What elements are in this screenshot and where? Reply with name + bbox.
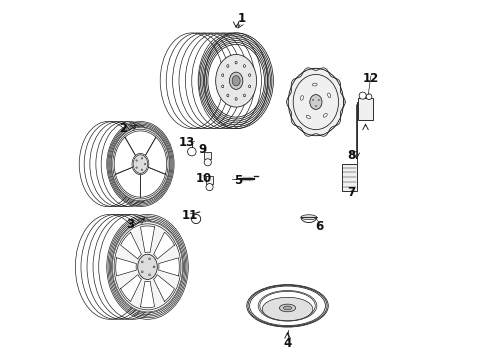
Ellipse shape	[301, 215, 317, 220]
Circle shape	[153, 266, 155, 268]
Text: 3: 3	[126, 218, 134, 231]
Polygon shape	[141, 226, 154, 252]
Ellipse shape	[313, 99, 314, 101]
Ellipse shape	[328, 93, 331, 98]
Polygon shape	[121, 232, 142, 259]
Ellipse shape	[288, 68, 343, 136]
Circle shape	[141, 169, 143, 170]
Ellipse shape	[262, 297, 313, 321]
Ellipse shape	[318, 99, 319, 101]
Polygon shape	[146, 137, 167, 174]
Text: 13: 13	[178, 136, 195, 149]
Ellipse shape	[244, 94, 245, 97]
Text: 5: 5	[234, 174, 242, 186]
Ellipse shape	[323, 113, 327, 117]
Bar	[204, 152, 211, 159]
Circle shape	[141, 261, 143, 263]
Ellipse shape	[113, 222, 183, 312]
Ellipse shape	[235, 61, 237, 64]
Polygon shape	[159, 258, 179, 276]
Ellipse shape	[227, 65, 229, 67]
Polygon shape	[141, 167, 165, 197]
Text: 10: 10	[196, 172, 212, 185]
Circle shape	[148, 274, 150, 276]
Ellipse shape	[133, 155, 148, 174]
Ellipse shape	[300, 96, 303, 100]
Ellipse shape	[112, 127, 170, 201]
Ellipse shape	[310, 95, 322, 109]
Ellipse shape	[216, 54, 257, 107]
Text: 12: 12	[363, 72, 379, 85]
Polygon shape	[116, 258, 136, 276]
Ellipse shape	[316, 105, 317, 107]
Circle shape	[366, 94, 372, 100]
Text: 7: 7	[347, 186, 355, 199]
Ellipse shape	[248, 85, 250, 88]
Ellipse shape	[244, 65, 245, 67]
Polygon shape	[121, 275, 142, 301]
Circle shape	[192, 215, 201, 224]
Circle shape	[204, 159, 211, 166]
Polygon shape	[153, 275, 174, 301]
Ellipse shape	[138, 254, 157, 279]
Ellipse shape	[306, 115, 311, 119]
Text: 8: 8	[347, 149, 355, 162]
Ellipse shape	[221, 74, 224, 76]
Ellipse shape	[279, 304, 295, 312]
Bar	[358, 99, 373, 120]
Ellipse shape	[283, 306, 292, 310]
Text: 4: 4	[283, 337, 292, 350]
Ellipse shape	[232, 76, 240, 86]
Circle shape	[206, 184, 213, 191]
Polygon shape	[141, 281, 154, 308]
Ellipse shape	[227, 94, 229, 97]
Polygon shape	[125, 131, 156, 156]
Polygon shape	[114, 137, 135, 174]
Ellipse shape	[313, 83, 317, 86]
Circle shape	[136, 167, 137, 168]
Bar	[206, 176, 213, 184]
Text: 6: 6	[315, 220, 323, 233]
Polygon shape	[116, 167, 141, 197]
Text: 2: 2	[119, 122, 127, 135]
Circle shape	[141, 271, 143, 273]
Circle shape	[359, 92, 366, 99]
Ellipse shape	[221, 85, 224, 88]
Ellipse shape	[229, 72, 243, 89]
Text: 11: 11	[182, 209, 198, 222]
Bar	[343, 164, 357, 191]
Circle shape	[141, 158, 143, 159]
Circle shape	[136, 160, 137, 161]
Ellipse shape	[248, 74, 250, 76]
Circle shape	[148, 258, 150, 260]
Polygon shape	[153, 232, 174, 259]
Circle shape	[188, 147, 196, 156]
Ellipse shape	[235, 98, 237, 100]
Text: 9: 9	[198, 143, 207, 156]
Text: 1: 1	[237, 12, 245, 25]
Circle shape	[145, 163, 146, 165]
